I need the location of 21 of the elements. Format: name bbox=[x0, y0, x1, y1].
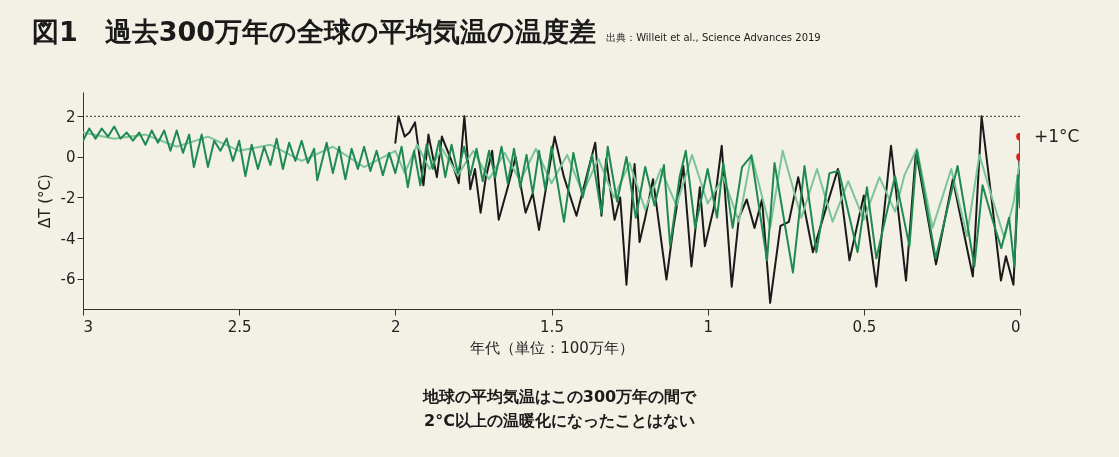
annotation: +1°C bbox=[1034, 125, 1080, 146]
x-tick-label: 1 bbox=[703, 317, 713, 336]
text: 地球の平均気温はこの300万年の間で 2°C以上の温暖化になったことはない bbox=[421, 386, 698, 432]
line-series bbox=[83, 125, 1020, 274]
x-tick-label: 0 bbox=[1010, 317, 1021, 336]
line-series bbox=[394, 115, 1020, 304]
x-tick-label: 1.5 bbox=[540, 317, 564, 336]
y-tick-label: -2 bbox=[60, 188, 76, 207]
x-tick-label: 3 bbox=[83, 317, 94, 336]
y-tick-label: 0 bbox=[65, 148, 76, 167]
x-tick-label: 2.5 bbox=[227, 317, 252, 336]
x-axis-title: 年代（単位：100万年） bbox=[470, 338, 634, 357]
y-axis-title: ΔT (°C) bbox=[35, 174, 54, 228]
y-tick-label: 2 bbox=[65, 107, 76, 126]
x-tick-label: 0.5 bbox=[852, 317, 877, 336]
x-tick-label: 2 bbox=[391, 317, 401, 336]
y-tick-label: -4 bbox=[60, 229, 76, 248]
chart-subtitle: 出典：Willeit et al., Science Advances 2019 bbox=[606, 32, 821, 43]
chart-title: 図1 過去300万年の全球の平均気温の温度差 bbox=[32, 16, 597, 47]
y-tick-label: -6 bbox=[60, 270, 76, 289]
line-series bbox=[83, 131, 1020, 240]
